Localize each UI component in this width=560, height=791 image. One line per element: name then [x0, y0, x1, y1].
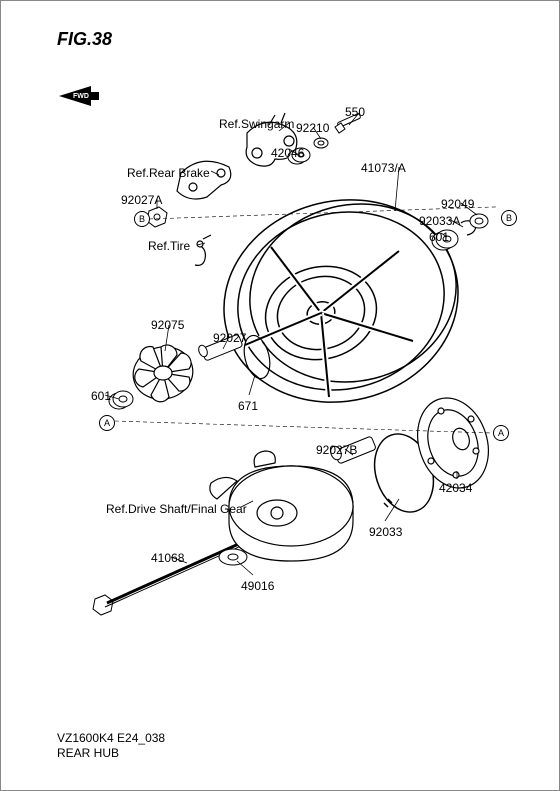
callout-92033: 92033	[369, 525, 402, 539]
callout-42046: 42046	[271, 146, 304, 160]
ref-label-ref-swingarm: Ref.Swingarm	[219, 117, 294, 131]
footer-model-code: VZ1600K4 E24_038	[57, 731, 165, 747]
page: FIG.38 FWD	[0, 0, 560, 791]
tire-valve	[195, 235, 211, 265]
callout-92027: 92027	[213, 331, 246, 345]
callout-92027B: 92027B	[316, 443, 357, 457]
section-marker-mA2: A	[493, 425, 509, 441]
seal-92049	[470, 214, 488, 228]
callout-92049: 92049	[441, 197, 474, 211]
callout-41073A: 41073/A	[361, 161, 406, 175]
section-marker-mB2: B	[501, 210, 517, 226]
washer-92210	[314, 138, 328, 148]
callout-92033A: 92033A	[419, 214, 460, 228]
washer-49016	[219, 549, 247, 565]
bearing-601-left	[109, 391, 133, 409]
callout-601b: 601	[91, 389, 111, 403]
fwd-badge: FWD	[59, 86, 99, 106]
callout-41068: 41068	[151, 551, 184, 565]
callout-92027A: 92027A	[121, 193, 162, 207]
cush-damper-92075	[128, 341, 199, 406]
footer: VZ1600K4 E24_038 REAR HUB	[57, 731, 165, 762]
callout-671: 671	[238, 399, 258, 413]
callout-92075: 92075	[151, 318, 184, 332]
section-marker-mB1: B	[134, 211, 150, 227]
callout-92210: 92210	[296, 121, 329, 135]
section-marker-mA1: A	[99, 415, 115, 431]
nut-92027a	[147, 207, 167, 227]
callout-550: 550	[345, 105, 365, 119]
ref-label-ref-rear-brake: Ref.Rear Brake	[127, 166, 210, 180]
footer-subtitle: REAR HUB	[57, 746, 165, 762]
callout-49016: 49016	[241, 579, 274, 593]
ref-label-ref-tire: Ref.Tire	[148, 239, 190, 253]
svg-text:FWD: FWD	[73, 93, 89, 100]
callout-601a: 601	[429, 230, 449, 244]
ref-label-ref-drive: Ref.Drive Shaft/Final Gear	[106, 502, 247, 516]
callout-42034: 42034	[439, 481, 472, 495]
